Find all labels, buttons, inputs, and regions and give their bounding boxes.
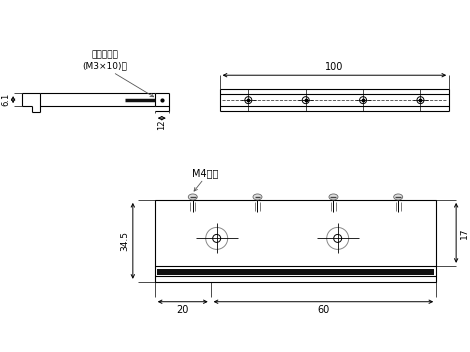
Text: 60: 60	[317, 305, 329, 315]
Text: 34.5: 34.5	[120, 231, 129, 251]
Text: 12: 12	[157, 119, 166, 130]
Text: なべ小ネジ
(M3×10)付: なべ小ネジ (M3×10)付	[82, 50, 127, 70]
Text: M4サラ: M4サラ	[192, 168, 218, 178]
Ellipse shape	[188, 194, 197, 200]
Bar	[157, 269, 434, 275]
Text: 17: 17	[460, 227, 469, 239]
Text: 6.1: 6.1	[1, 93, 10, 106]
Ellipse shape	[394, 194, 403, 200]
Ellipse shape	[253, 194, 262, 200]
Text: 20: 20	[177, 305, 189, 315]
Ellipse shape	[329, 194, 338, 200]
Text: 100: 100	[325, 62, 344, 72]
Bar	[155, 200, 436, 282]
